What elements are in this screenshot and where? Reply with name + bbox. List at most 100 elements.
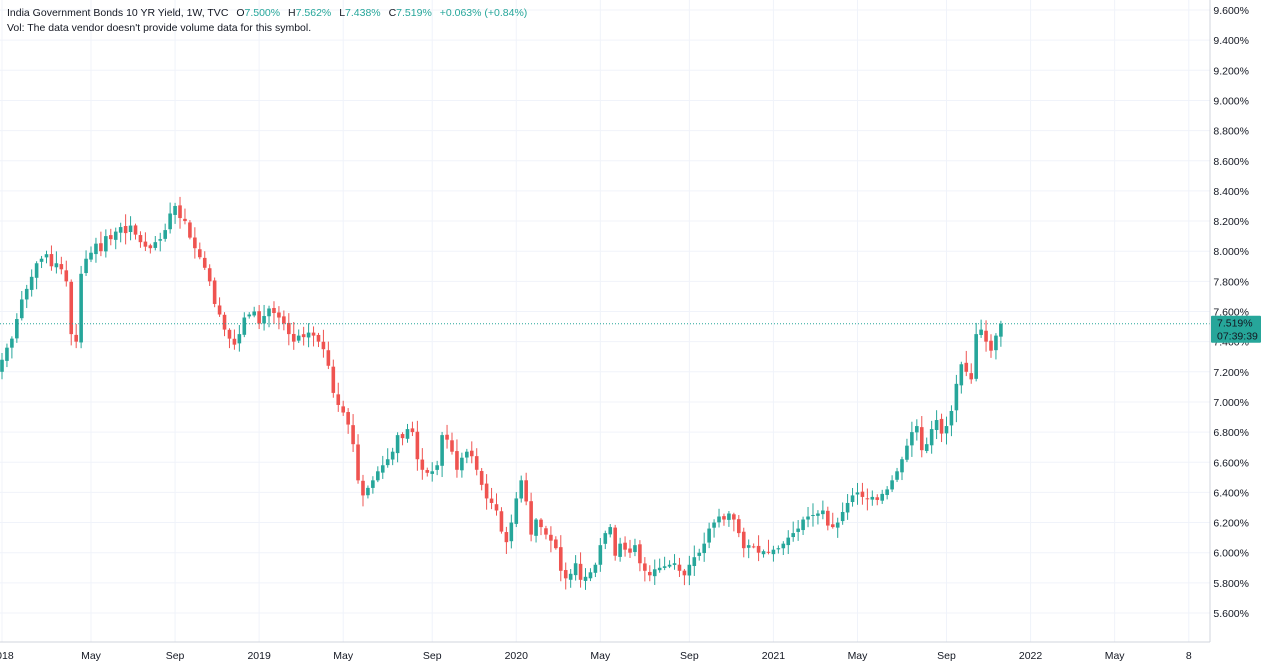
candle[interactable] xyxy=(306,323,311,348)
candle[interactable] xyxy=(178,196,182,229)
candle[interactable] xyxy=(652,559,657,585)
candle[interactable] xyxy=(380,455,385,479)
candle[interactable] xyxy=(524,472,528,506)
candle[interactable] xyxy=(583,568,588,590)
candle[interactable] xyxy=(880,489,885,504)
candle[interactable] xyxy=(465,448,469,464)
candle[interactable] xyxy=(618,537,622,562)
candle[interactable] xyxy=(499,507,504,534)
candle[interactable] xyxy=(257,305,261,330)
candle[interactable] xyxy=(460,452,464,478)
candle[interactable] xyxy=(54,251,59,274)
candle[interactable] xyxy=(272,301,276,325)
candle[interactable] xyxy=(568,569,573,588)
candle[interactable] xyxy=(282,310,286,331)
candle[interactable] xyxy=(207,264,212,286)
candle[interactable] xyxy=(435,460,439,476)
candle[interactable] xyxy=(628,539,632,558)
candle[interactable] xyxy=(657,558,662,573)
candle[interactable] xyxy=(217,297,222,317)
candle[interactable] xyxy=(578,552,583,588)
candle[interactable] xyxy=(875,494,880,506)
candle[interactable] xyxy=(287,313,291,346)
candle[interactable] xyxy=(5,343,9,368)
candle[interactable] xyxy=(934,410,939,440)
candle[interactable] xyxy=(756,535,761,562)
candle[interactable] xyxy=(954,374,959,423)
candle[interactable] xyxy=(163,223,167,242)
candle[interactable] xyxy=(484,474,489,510)
candle[interactable] xyxy=(741,527,746,558)
candle[interactable] xyxy=(79,265,83,349)
candle[interactable] xyxy=(34,261,39,290)
candle[interactable] xyxy=(791,521,795,542)
candle[interactable] xyxy=(237,325,242,352)
candle[interactable] xyxy=(188,220,192,240)
candle[interactable] xyxy=(860,482,865,505)
candle[interactable] xyxy=(15,313,19,343)
symbol-title[interactable]: India Government Bonds 10 YR Yield, 1W, … xyxy=(7,7,229,19)
candle[interactable] xyxy=(44,250,49,264)
candle[interactable] xyxy=(692,545,697,576)
candle[interactable] xyxy=(336,382,341,412)
candle[interactable] xyxy=(919,416,924,458)
candle[interactable] xyxy=(835,517,840,538)
candle[interactable] xyxy=(687,555,692,586)
candle[interactable] xyxy=(247,312,252,319)
candle[interactable] xyxy=(826,506,830,531)
candle[interactable] xyxy=(123,214,128,245)
candle[interactable] xyxy=(133,223,138,240)
candle[interactable] xyxy=(979,319,983,338)
candle[interactable] xyxy=(801,516,805,535)
candle[interactable] xyxy=(766,539,771,555)
candle[interactable] xyxy=(395,432,400,463)
candle[interactable] xyxy=(425,467,430,477)
candle[interactable] xyxy=(717,508,721,528)
candle[interactable] xyxy=(479,468,484,491)
candle[interactable] xyxy=(544,525,548,540)
candle[interactable] xyxy=(291,322,296,350)
candle[interactable] xyxy=(821,500,825,520)
candle[interactable] xyxy=(415,420,420,471)
candle[interactable] xyxy=(667,560,672,569)
candle[interactable] xyxy=(198,242,202,260)
candle[interactable] xyxy=(603,530,608,550)
candle[interactable] xyxy=(519,475,524,503)
candle[interactable] xyxy=(59,256,64,275)
candle[interactable] xyxy=(806,507,810,528)
candle[interactable] xyxy=(811,503,815,527)
candle[interactable] xyxy=(49,245,54,271)
candle[interactable] xyxy=(212,277,217,308)
candle[interactable] xyxy=(356,434,360,484)
candle[interactable] xyxy=(732,512,736,532)
candle[interactable] xyxy=(662,556,667,571)
candle[interactable] xyxy=(143,232,148,251)
candle[interactable] xyxy=(840,502,845,525)
candle[interactable] xyxy=(158,232,163,252)
candle[interactable] xyxy=(855,482,860,505)
candle[interactable] xyxy=(326,341,331,370)
candle[interactable] xyxy=(746,539,751,559)
candle[interactable] xyxy=(385,448,390,468)
candle[interactable] xyxy=(529,492,533,542)
candle[interactable] xyxy=(702,532,706,562)
candle[interactable] xyxy=(474,448,479,476)
candle[interactable] xyxy=(440,431,444,478)
candle[interactable] xyxy=(727,511,731,527)
candle[interactable] xyxy=(924,437,929,454)
candle[interactable] xyxy=(420,448,425,480)
candle[interactable] xyxy=(554,536,558,550)
candle[interactable] xyxy=(321,329,326,358)
candle[interactable] xyxy=(949,405,954,437)
candle[interactable] xyxy=(707,522,711,549)
candle[interactable] xyxy=(712,519,716,538)
candle[interactable] xyxy=(489,487,494,510)
candle[interactable] xyxy=(751,543,756,549)
candle[interactable] xyxy=(845,494,850,520)
candle[interactable] xyxy=(865,488,870,511)
candle[interactable] xyxy=(786,530,791,555)
candle[interactable] xyxy=(643,557,647,582)
candle[interactable] xyxy=(94,237,98,263)
candle[interactable] xyxy=(697,548,702,561)
candle[interactable] xyxy=(999,320,1003,347)
